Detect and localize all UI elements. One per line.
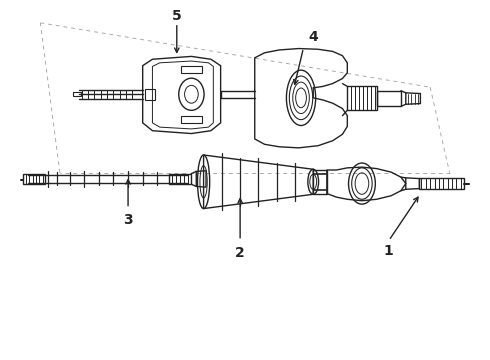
Text: 4: 4 [308,30,318,44]
Text: 2: 2 [235,246,245,260]
Text: 3: 3 [123,213,133,227]
Text: 5: 5 [172,9,182,23]
Text: 1: 1 [384,244,393,258]
